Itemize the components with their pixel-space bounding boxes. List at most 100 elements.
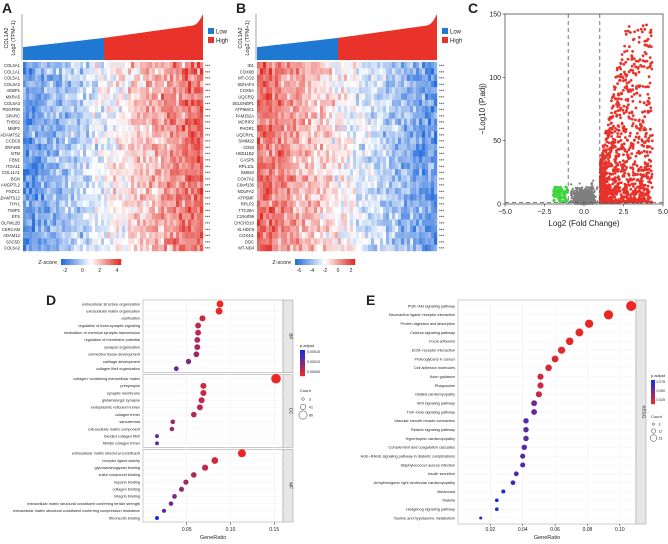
gene-label: ADAMTS12 — [0, 195, 21, 200]
heat-cell — [80, 112, 84, 119]
heat-cell — [320, 131, 324, 138]
heat-cell — [95, 125, 99, 132]
heat-cell — [170, 238, 174, 245]
heat-cell — [407, 175, 411, 182]
heat-cell — [101, 131, 105, 138]
heat-cell — [65, 225, 69, 233]
heat-cell — [86, 232, 90, 239]
heat-cell — [407, 194, 411, 201]
heat-cell — [41, 200, 45, 208]
heat-cell — [173, 238, 177, 245]
heat-cell — [59, 238, 63, 245]
heat-cell — [398, 125, 402, 132]
heat-cell — [311, 244, 315, 252]
heat-cell — [365, 213, 369, 220]
heat-cell — [362, 225, 366, 233]
heat-cell — [338, 93, 342, 100]
heat-cell — [323, 150, 327, 157]
heat-cell — [431, 200, 435, 208]
heat-cell — [362, 87, 366, 94]
heat-cell — [26, 219, 30, 226]
heat-cell — [365, 137, 369, 145]
heat-cell — [188, 93, 192, 100]
heat-cell — [350, 200, 354, 208]
heat-cell — [272, 206, 276, 214]
heat-cell — [293, 106, 297, 113]
heat-cell — [410, 80, 414, 88]
heat-cell — [68, 238, 72, 245]
heat-cell — [185, 99, 189, 107]
heat-cell — [32, 106, 36, 113]
heat-cell — [41, 162, 45, 170]
heat-cell — [263, 162, 267, 170]
heat-cell — [98, 118, 102, 126]
gene-label: ATP5MF — [238, 195, 255, 200]
colorbar-tick: 0 — [337, 268, 340, 274]
heat-cell — [365, 169, 369, 176]
heat-cell — [119, 219, 123, 226]
heat-cell — [71, 131, 75, 138]
heat-cell — [26, 244, 30, 252]
heat-cell — [428, 87, 432, 94]
heat-cell — [146, 156, 150, 163]
heat-cell — [386, 156, 390, 163]
heat-cell — [200, 93, 204, 100]
heat-cell — [41, 206, 45, 214]
heat-cell — [263, 238, 267, 245]
heat-cell — [332, 62, 336, 69]
heat-cell — [422, 87, 426, 94]
heat-cell — [353, 137, 357, 145]
heat-cell — [419, 225, 423, 233]
heat-cell — [164, 244, 168, 252]
heat-cell — [50, 238, 54, 245]
heat-cell — [257, 93, 261, 100]
heat-cell — [302, 181, 306, 189]
heat-cell — [62, 213, 66, 220]
heat-cell — [299, 125, 303, 132]
heat-cell — [161, 137, 165, 145]
volcano-point-down — [552, 199, 556, 203]
heat-cell — [191, 188, 195, 195]
heat-cell — [164, 106, 168, 113]
heat-cell — [146, 87, 150, 94]
heat-cell — [266, 99, 270, 107]
heat-cell — [302, 80, 306, 88]
gene-label: SELENBP1 — [232, 101, 254, 106]
heat-cell — [284, 125, 288, 132]
heat-cell — [365, 156, 369, 163]
heat-cell — [44, 137, 48, 145]
heat-cell — [197, 131, 201, 138]
heat-cell — [344, 93, 348, 100]
heat-cell — [89, 169, 93, 176]
heat-cell — [23, 175, 27, 182]
heat-cell — [293, 68, 297, 75]
heat-cell — [77, 162, 81, 170]
heat-cell — [23, 93, 27, 100]
heat-cell — [368, 238, 372, 245]
heat-cell — [146, 80, 150, 88]
heat-cell — [143, 99, 147, 107]
heat-cell — [89, 143, 93, 151]
heat-cell — [383, 156, 387, 163]
heat-cell — [83, 68, 87, 75]
heat-cell — [68, 225, 72, 233]
heat-cell — [386, 118, 390, 126]
heat-cell — [425, 68, 429, 75]
heat-cell — [356, 175, 360, 182]
heat-cell — [152, 87, 156, 94]
heat-cell — [74, 74, 78, 82]
heat-cell — [158, 150, 162, 157]
heat-cell — [377, 162, 381, 170]
heat-cell — [47, 244, 51, 252]
volcano-point-ns — [591, 202, 594, 205]
heat-cell — [314, 188, 318, 195]
volcano-point-up — [647, 180, 650, 184]
heat-cell — [62, 238, 66, 245]
heat-cell — [152, 162, 156, 170]
heat-cell — [311, 74, 315, 82]
heat-cell — [305, 162, 309, 170]
heat-cell — [314, 112, 318, 119]
heat-cell — [320, 232, 324, 239]
heat-cell — [50, 175, 54, 182]
heat-cell — [368, 137, 372, 145]
